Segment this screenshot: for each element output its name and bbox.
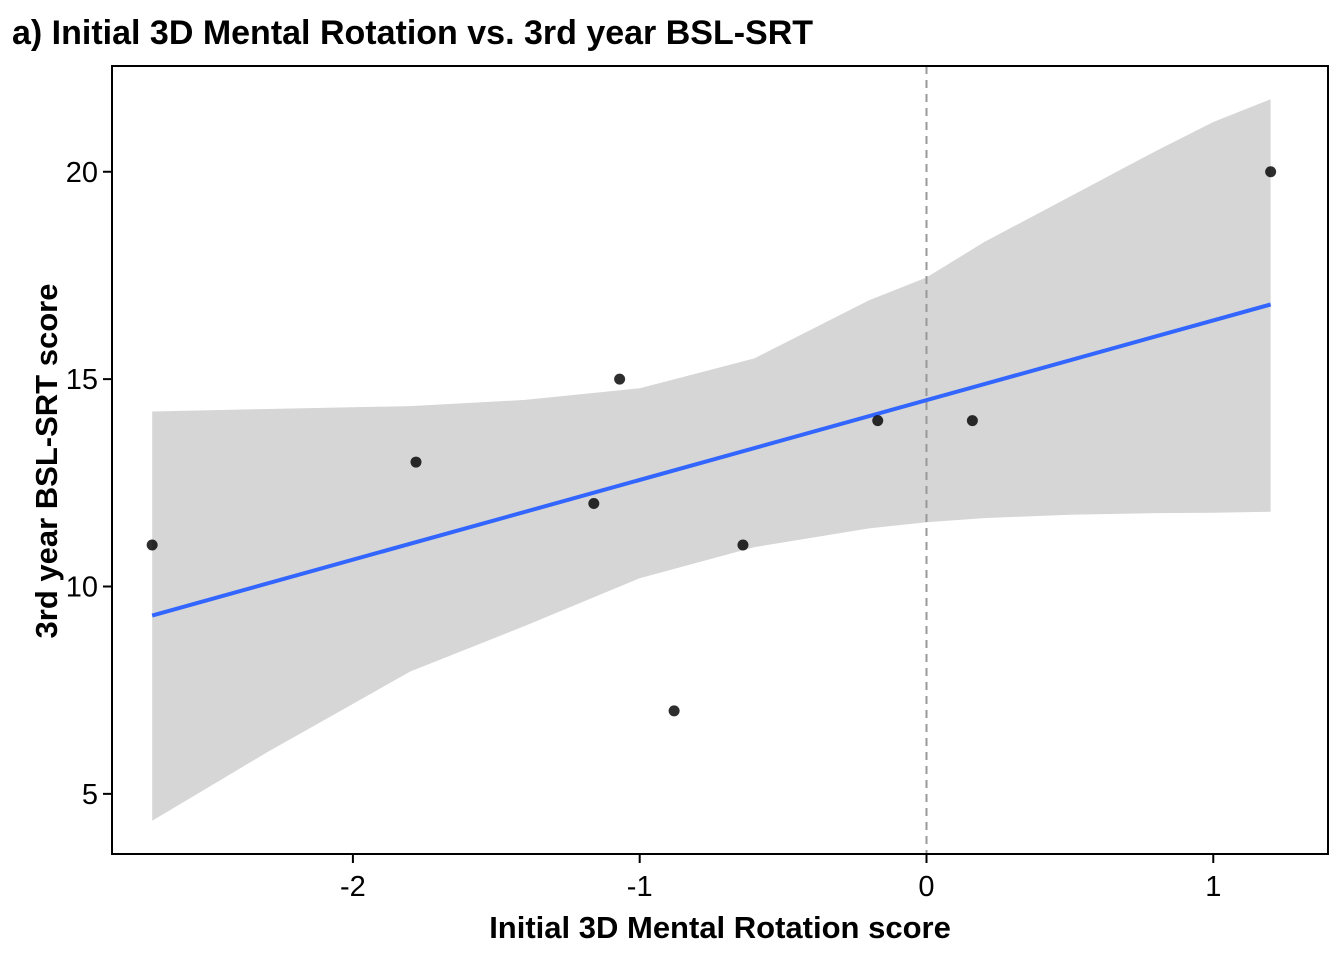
data-point	[668, 705, 680, 717]
x-tick-label: -2	[340, 871, 366, 903]
x-axis-title: Initial 3D Mental Rotation score	[489, 910, 951, 945]
plot-area	[146, 66, 1277, 854]
chart-title: a) Initial 3D Mental Rotation vs. 3rd ye…	[12, 14, 813, 52]
y-tick-label: 5	[82, 779, 98, 811]
x-tick-label: 0	[918, 871, 934, 903]
x-tick-label: 1	[1205, 871, 1221, 903]
y-axis-title: 3rd year BSL-SRT score	[29, 284, 64, 639]
data-point	[1265, 166, 1277, 178]
data-point	[737, 539, 749, 551]
x-tick-label: -1	[627, 871, 653, 903]
data-point	[966, 415, 978, 427]
data-point	[588, 498, 600, 510]
y-tick-label: 15	[66, 364, 98, 396]
y-tick-label: 20	[66, 157, 98, 189]
data-point	[146, 539, 158, 551]
fit-line	[151, 302, 1272, 618]
data-point	[614, 373, 626, 385]
data-point	[410, 456, 422, 468]
plot-frame	[111, 65, 1329, 855]
y-tick-label: 10	[66, 571, 98, 603]
data-point	[872, 415, 884, 427]
